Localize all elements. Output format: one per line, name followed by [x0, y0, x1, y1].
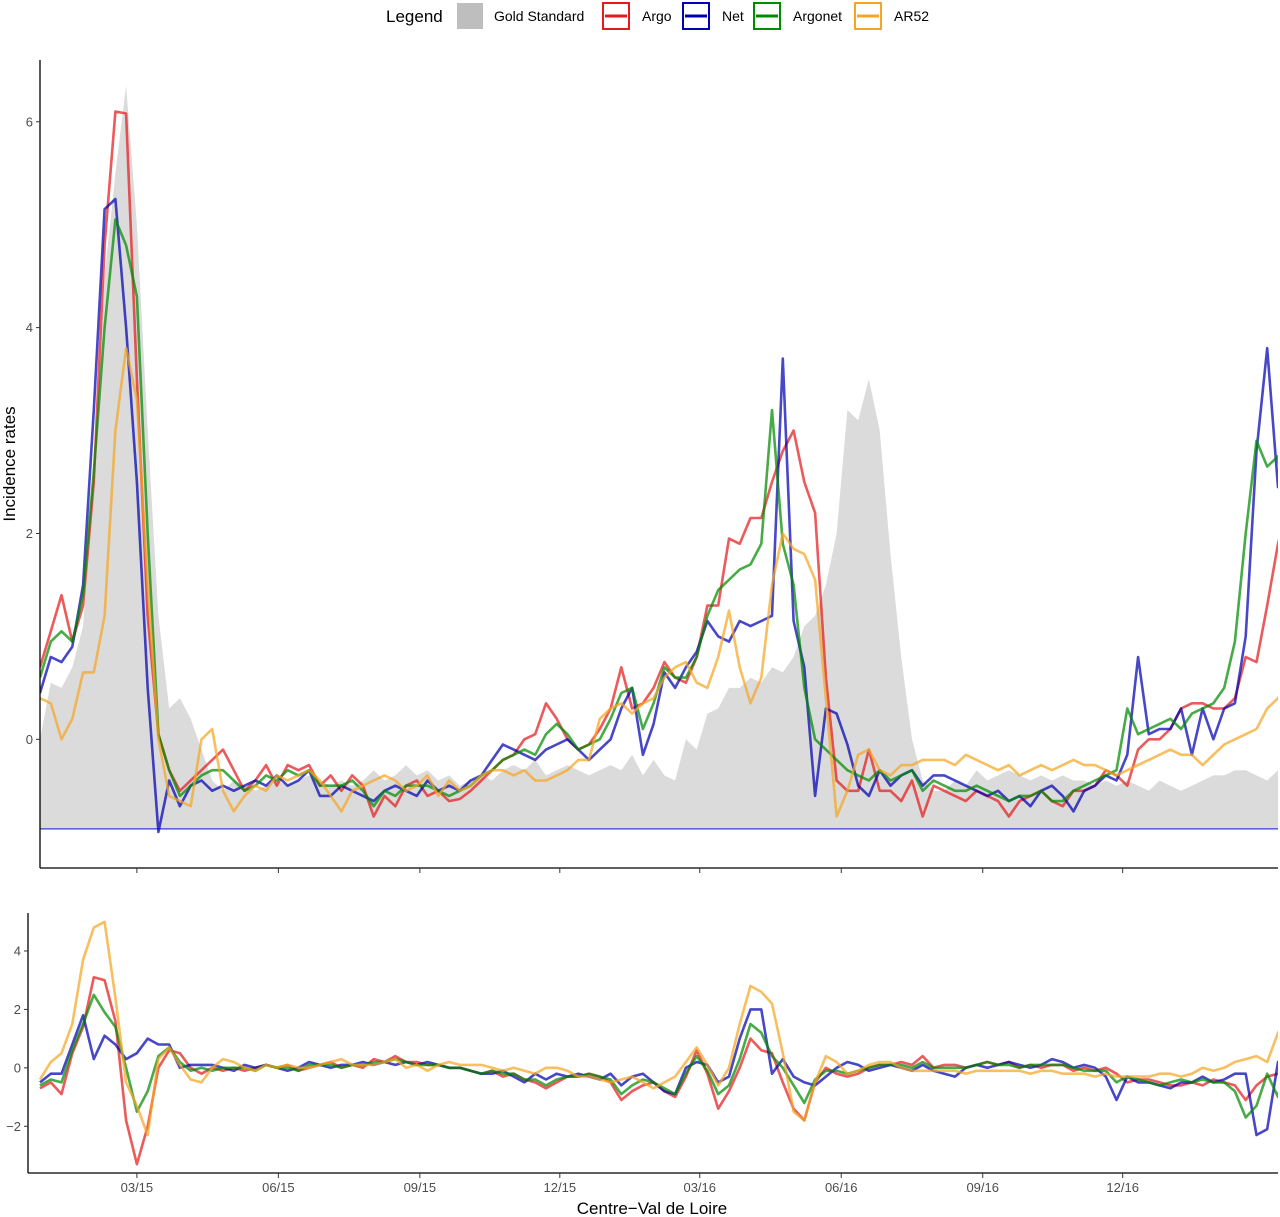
top-series-line-ar52: [40, 346, 1278, 818]
top-series-line-net: [40, 197, 1278, 834]
bottom-x-tick-label: 06/16: [825, 1180, 858, 1195]
bottom-x-tick-label: 03/15: [121, 1180, 154, 1195]
bottom-series-line-argonet: [39, 993, 1278, 1119]
bottom-panel: −2 0 2 4 03/15 06/15 09/15 12/15 03/16 06/16 09/16…: [6, 913, 1278, 1195]
top-panel: 0 2 4 6: [26, 60, 1278, 873]
bottom-y-tick-label: −2: [6, 1119, 21, 1134]
bottom-x-tick-label: 09/16: [966, 1180, 999, 1195]
top-series-area-gold-standard: [40, 85, 1278, 829]
bottom-series-line-net: [39, 1008, 1278, 1137]
bottom-y-tick-label: 4: [14, 943, 21, 958]
top-y-tick-label: 2: [26, 526, 33, 541]
bottom-x-tick-label: 06/15: [262, 1180, 295, 1195]
top-y-tick-label: 4: [26, 320, 33, 335]
bottom-x-tick-label: 12/15: [544, 1180, 577, 1195]
legend-key-gold-standard: [457, 3, 483, 29]
legend-label-net: Net: [722, 8, 744, 24]
bottom-x-tick-label: 09/15: [404, 1180, 437, 1195]
top-y-tick-label: 6: [26, 114, 33, 129]
legend-title: Legend: [386, 7, 443, 26]
bottom-plot-area: [38, 920, 1278, 1166]
legend-label-ar52: AR52: [894, 8, 929, 24]
bottom-x-tick-label: 03/16: [683, 1180, 716, 1195]
bottom-x-axis-label: Centre−Val de Loire: [577, 1199, 727, 1217]
bottom-series-line-ar52: [38, 920, 1278, 1137]
bottom-y-tick-label: 0: [14, 1060, 21, 1075]
bottom-x-tick-label: 12/16: [1106, 1180, 1139, 1195]
legend-label-argo: Argo: [642, 8, 672, 24]
top-y-axis-label: Incidence rates: [0, 406, 19, 521]
top-y-tick-label: 0: [26, 732, 33, 747]
legend-label-argonet: Argonet: [793, 8, 842, 24]
bottom-y-tick-label: 2: [14, 1002, 21, 1017]
top-plot-area: [40, 85, 1278, 834]
legend: Legend Gold Standard Argo Net Argonet AR52: [386, 2, 929, 30]
top-series-line-argonet: [40, 218, 1278, 808]
top-series-line-argo: [40, 110, 1278, 818]
legend-label-gold-standard: Gold Standard: [494, 8, 584, 24]
